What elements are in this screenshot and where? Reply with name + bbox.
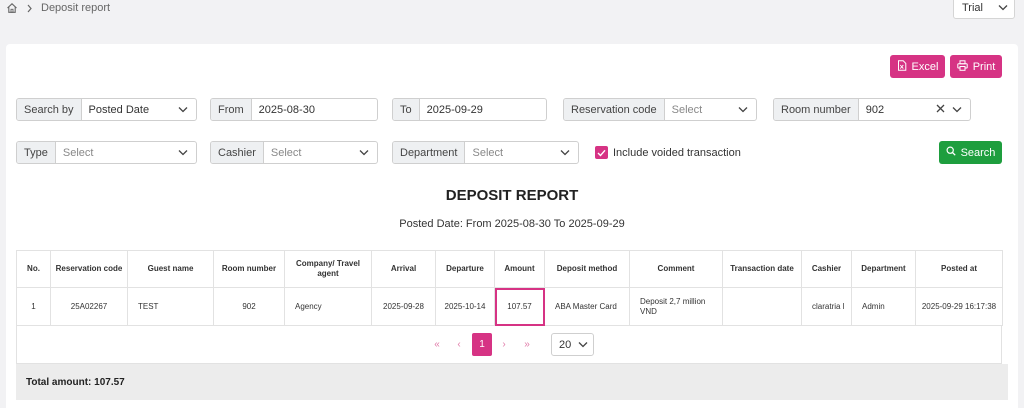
- printer-icon: [956, 59, 968, 74]
- cell-guest-name: TEST: [127, 287, 214, 326]
- chevron-down-icon: [359, 147, 369, 159]
- from-label: From: [211, 99, 252, 120]
- last-page-button[interactable]: »: [524, 339, 530, 350]
- page-size-value: 20: [559, 338, 572, 351]
- org-select-value: Trial: [962, 1, 983, 14]
- chevron-right-icon: [26, 4, 33, 13]
- search-button[interactable]: Search: [939, 141, 1002, 164]
- to-date-field[interactable]: To 2025-09-29: [392, 98, 547, 121]
- breadcrumb-current: Deposit report: [41, 2, 111, 14]
- chevron-down-icon: [560, 147, 570, 159]
- cell-no: 1: [16, 287, 51, 326]
- print-button[interactable]: Print: [950, 55, 1002, 78]
- column-header: Amount: [494, 250, 545, 288]
- cell-comment: Deposit 2,7 million VND: [629, 287, 723, 326]
- type-label: Type: [17, 142, 56, 163]
- column-header: No.: [16, 250, 51, 288]
- column-header: Posted at: [915, 250, 1003, 288]
- reservation-code-select[interactable]: Reservation code Select: [563, 98, 757, 121]
- cell-transaction-date: [722, 287, 802, 326]
- deposit-table: No. Reservation code Guest name Room num…: [16, 250, 1003, 326]
- column-header: Deposit method: [544, 250, 630, 288]
- room-number-select[interactable]: Room number 902: [773, 98, 971, 121]
- home-icon[interactable]: [6, 2, 18, 14]
- from-date-field[interactable]: From 2025-08-30: [210, 98, 378, 121]
- column-header: Departure: [435, 250, 495, 288]
- cell-posted-at: 2025-09-29 16:17:38: [915, 287, 1003, 326]
- search-by-value: Posted Date: [88, 103, 150, 116]
- first-page-button[interactable]: «: [434, 339, 440, 350]
- report-subtitle: Posted Date: From 2025-08-30 To 2025-09-…: [399, 218, 625, 230]
- reservation-code-label: Reservation code: [564, 99, 665, 120]
- column-header: Guest name: [127, 250, 214, 288]
- column-header: Comment: [629, 250, 723, 288]
- column-header: Arrival: [371, 250, 436, 288]
- report-card: Excel Print Search by Posted Date From 2…: [6, 44, 1018, 408]
- cell-deposit-method: ABA Master Card: [544, 287, 630, 326]
- include-voided-label: Include voided transaction: [613, 146, 741, 159]
- column-header: Transaction date: [722, 250, 802, 288]
- department-select[interactable]: Department Select: [392, 141, 579, 164]
- excel-button[interactable]: Excel: [890, 55, 945, 78]
- cell-company: Agency: [284, 287, 372, 326]
- to-label: To: [393, 99, 420, 120]
- room-number-label: Room number: [774, 99, 859, 120]
- table-header-row: No. Reservation code Guest name Room num…: [16, 250, 1003, 288]
- prev-page-button[interactable]: ‹: [457, 339, 461, 350]
- chevron-down-icon: [578, 339, 588, 351]
- chevron-down-icon: [738, 104, 748, 116]
- cell-arrival: 2025-09-28: [371, 287, 436, 326]
- include-voided-checkbox[interactable]: Include voided transaction: [595, 146, 741, 159]
- cashier-select[interactable]: Cashier Select: [210, 141, 378, 164]
- page-button-current[interactable]: 1: [472, 333, 492, 356]
- cell-room-number: 902: [213, 287, 285, 326]
- column-header: Department: [851, 250, 916, 288]
- type-placeholder: Select: [62, 146, 94, 159]
- cell-cashier: claratria l: [801, 287, 852, 326]
- file-excel-icon: [897, 59, 907, 74]
- department-placeholder: Select: [472, 146, 504, 159]
- column-header: Company/ Travel agent: [284, 250, 372, 288]
- department-label: Department: [393, 142, 466, 163]
- cell-reservation-code: 25A02267: [50, 287, 128, 326]
- total-amount: Total amount: 107.57: [16, 364, 1008, 400]
- column-header: Cashier: [801, 250, 852, 288]
- from-date-value: 2025-08-30: [258, 103, 315, 116]
- search-by-select[interactable]: Search by Posted Date: [16, 98, 197, 121]
- chevron-down-icon: [178, 147, 188, 159]
- next-page-button[interactable]: ›: [502, 339, 506, 350]
- pagination-bar: [16, 326, 1002, 364]
- table-row: 1 25A02267 TEST 902 Agency 2025-09-28 20…: [16, 287, 1003, 326]
- chevron-down-icon: [178, 104, 188, 116]
- cell-departure: 2025-10-14: [435, 287, 495, 326]
- chevron-down-icon: [998, 2, 1008, 14]
- checkmark-icon[interactable]: [595, 146, 608, 159]
- search-by-label: Search by: [17, 99, 82, 120]
- breadcrumb: Deposit report: [6, 2, 110, 14]
- type-select[interactable]: Type Select: [16, 141, 197, 164]
- report-title: DEPOSIT REPORT: [445, 187, 579, 204]
- clear-icon[interactable]: [936, 104, 945, 116]
- column-header: Reservation code: [50, 250, 128, 288]
- cell-department: Admin: [851, 287, 916, 326]
- page-size-select[interactable]: 20: [551, 333, 594, 356]
- cashier-placeholder: Select: [270, 146, 302, 159]
- reservation-code-placeholder: Select: [671, 103, 703, 116]
- column-header: Room number: [213, 250, 285, 288]
- org-select[interactable]: Trial: [953, 0, 1015, 19]
- to-date-value: 2025-09-29: [426, 103, 483, 116]
- cashier-label: Cashier: [211, 142, 264, 163]
- top-bar: Deposit report Trial: [0, 0, 1024, 24]
- cell-amount: 107.57: [494, 287, 545, 326]
- room-number-value: 902: [865, 103, 885, 116]
- chevron-down-icon: [952, 104, 962, 116]
- search-icon: [946, 146, 956, 159]
